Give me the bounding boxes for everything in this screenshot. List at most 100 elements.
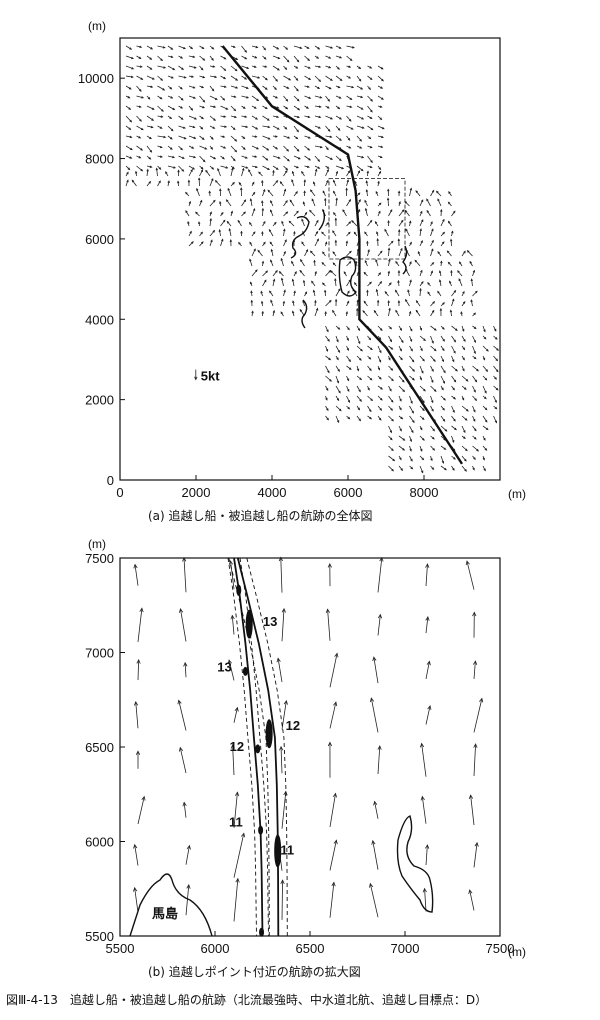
current-vector-arrow xyxy=(373,800,379,819)
current-vector-arrow xyxy=(157,95,163,100)
current-vector-arrow xyxy=(440,260,443,267)
current-vector-arrow xyxy=(136,659,141,681)
current-vector-arrow xyxy=(440,218,445,227)
current-vector-arrow xyxy=(291,170,295,177)
current-vector-arrow xyxy=(437,290,442,297)
current-vector-arrow xyxy=(241,55,248,60)
current-vector-arrow xyxy=(185,884,191,916)
current-vector-arrow xyxy=(335,405,342,412)
current-vector-arrow xyxy=(451,289,457,297)
current-vector-arrow xyxy=(167,105,176,111)
current-vector-arrow xyxy=(136,135,142,139)
current-vector-arrow xyxy=(237,219,242,227)
current-vector-arrow xyxy=(335,325,341,330)
current-vector-arrow xyxy=(304,135,311,139)
current-vector-arrow xyxy=(276,657,283,683)
current-vector-arrow xyxy=(388,375,394,382)
current-vector-arrow xyxy=(262,241,266,247)
coastline-segment xyxy=(402,245,408,275)
current-vector-arrow xyxy=(220,65,227,72)
current-vector-arrow xyxy=(146,125,154,129)
current-vector-arrow xyxy=(157,55,163,62)
current-vector-arrow xyxy=(335,355,339,361)
current-vector-arrow xyxy=(304,85,310,88)
current-vector-arrow xyxy=(335,125,341,131)
current-vector-arrow xyxy=(199,231,203,237)
current-vector-arrow xyxy=(133,700,139,729)
ship-hull-marker xyxy=(265,719,273,749)
current-vector-arrow xyxy=(409,435,413,443)
current-vector-arrow xyxy=(146,45,154,50)
current-vector-arrow xyxy=(356,125,365,129)
current-vector-arrow xyxy=(270,209,274,217)
current-vector-arrow xyxy=(262,279,267,287)
current-vector-arrow xyxy=(329,652,339,688)
current-vector-arrow xyxy=(405,228,410,237)
current-vector-arrow xyxy=(415,300,421,307)
panel-a-scale-arrow xyxy=(194,369,198,381)
current-vector-arrow xyxy=(367,65,373,69)
current-vector-arrow xyxy=(314,65,322,68)
current-vector-arrow xyxy=(377,105,383,108)
current-vector-arrow xyxy=(430,395,434,404)
current-vector-arrow xyxy=(367,165,373,169)
current-vector-arrow xyxy=(419,240,423,247)
current-vector-arrow xyxy=(461,455,467,462)
current-vector-arrow xyxy=(386,197,390,207)
current-vector-arrow xyxy=(251,125,259,130)
current-vector-arrow xyxy=(397,229,401,237)
current-vector-arrow xyxy=(422,887,427,912)
current-vector-arrow xyxy=(314,155,321,162)
current-vector-arrow xyxy=(387,247,391,257)
current-vector-arrow xyxy=(230,614,235,635)
current-vector-arrow xyxy=(261,207,265,217)
current-vector-arrow xyxy=(329,701,338,729)
current-vector-arrow xyxy=(293,75,299,81)
panel-b-xtick-label: 7000 xyxy=(391,941,420,956)
current-vector-arrow xyxy=(251,105,257,109)
current-vector-arrow xyxy=(440,385,444,391)
current-vector-arrow xyxy=(157,75,164,81)
current-vector-arrow xyxy=(199,165,204,170)
current-vector-arrow xyxy=(473,841,479,868)
panel-b-ytick-label: 5500 xyxy=(85,929,114,944)
current-vector-arrow xyxy=(398,395,402,402)
current-vector-arrow xyxy=(425,616,430,634)
current-vector-arrow xyxy=(440,231,446,237)
track-envelope-dashed xyxy=(227,557,257,937)
current-vector-arrow xyxy=(430,248,434,257)
current-vector-arrow xyxy=(415,309,421,317)
current-vector-arrow xyxy=(387,270,391,277)
current-vector-arrow xyxy=(335,395,340,402)
current-vector-arrow xyxy=(125,95,131,99)
current-vector-arrow xyxy=(398,445,406,451)
current-vector-arrow xyxy=(329,839,338,871)
current-vector-arrow xyxy=(409,261,412,267)
current-vector-arrow xyxy=(365,180,369,187)
panel-a-x-unit: (m) xyxy=(508,487,526,501)
current-vector-arrow xyxy=(251,45,259,49)
current-vector-arrow xyxy=(251,165,258,169)
current-vector-arrow xyxy=(440,365,446,374)
current-vector-arrow xyxy=(346,75,352,79)
current-vector-arrow xyxy=(419,335,426,342)
current-vector-arrow xyxy=(136,95,145,99)
current-vector-arrow xyxy=(272,55,281,60)
current-vector-arrow xyxy=(377,281,383,287)
current-vector-arrow xyxy=(230,125,236,131)
current-vector-arrow xyxy=(167,45,174,50)
current-vector-arrow xyxy=(335,65,340,70)
current-vector-arrow xyxy=(248,221,253,227)
current-vector-arrow xyxy=(461,445,468,452)
current-vector-arrow xyxy=(356,115,365,120)
current-vector-arrow xyxy=(270,299,274,307)
current-vector-arrow xyxy=(261,200,264,207)
current-vector-arrow xyxy=(343,271,347,277)
current-vector-arrow xyxy=(283,188,287,197)
current-vector-arrow xyxy=(329,881,336,918)
current-vector-arrow xyxy=(356,307,359,317)
current-vector-arrow xyxy=(366,289,369,297)
current-vector-arrow xyxy=(304,45,310,49)
current-vector-arrow xyxy=(230,135,238,142)
panel-a-xtick-label: 0 xyxy=(116,485,123,500)
